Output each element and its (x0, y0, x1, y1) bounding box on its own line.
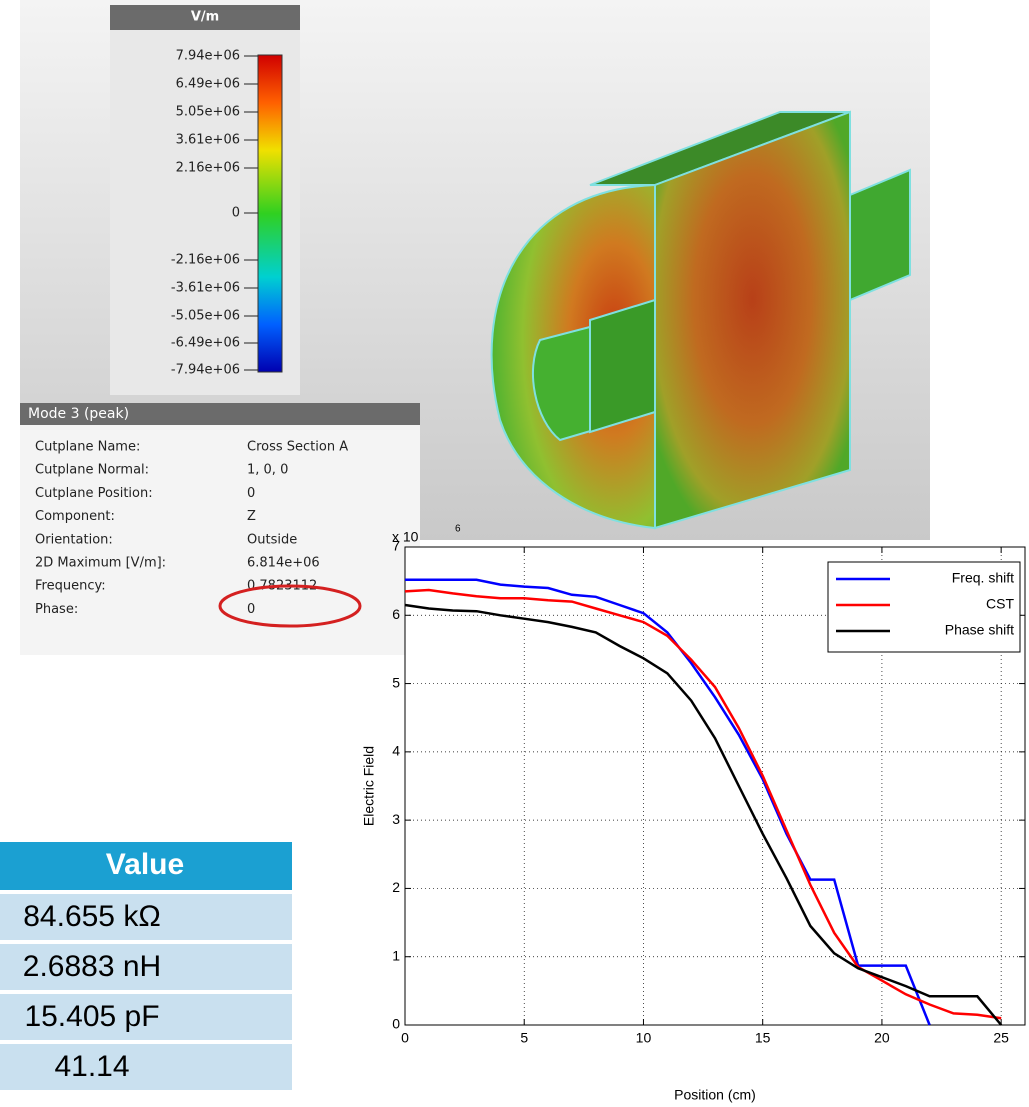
y-tick-label: 1 (392, 947, 400, 963)
colorbar-tick-label: -5.05e+06 (171, 309, 240, 324)
table-value: 2.6883 nH (23, 950, 161, 983)
screenshot: V/m 7.94e+06 6.49e+06 5.05e+06 3.61e+06 2.16… (0, 0, 1029, 1107)
x-tick-label: 10 (636, 1030, 652, 1046)
x-axis-label: Position (cm) (674, 1087, 756, 1103)
table-rows: 84.655 kΩ 2.6883 nH 15.405 pF 41.14 (0, 894, 292, 1090)
legend-label: Phase shift (945, 622, 1014, 638)
property-name: Phase: (35, 602, 78, 617)
x-tick-label: 15 (755, 1030, 771, 1046)
colorbar-tick-label: -7.94e+06 (171, 363, 240, 378)
legend-label: Freq. shift (952, 570, 1014, 586)
property-value: 6.814e+06 (247, 556, 320, 571)
property-name: Cutplane Normal: (35, 463, 149, 478)
x-tick-label: 20 (874, 1030, 890, 1046)
exponent-label: x 10 (392, 529, 419, 545)
table-value: 84.655 kΩ (23, 900, 161, 933)
table-header-text: Value (106, 848, 184, 881)
property-value: Cross Section A (247, 440, 348, 455)
y-tick-label: 0 (392, 1016, 400, 1032)
table-value: 41.14 (54, 1050, 129, 1083)
property-name: Cutplane Name: (35, 440, 140, 455)
table-cell (0, 1044, 292, 1090)
colorbar-tick-label: -6.49e+06 (171, 336, 240, 351)
colorbar-tick-label: 6.49e+06 (176, 77, 240, 92)
colorbar-tick-label: -3.61e+06 (171, 281, 240, 296)
colorbar-tick-label: 0 (232, 206, 240, 221)
y-tick-label: 5 (392, 674, 400, 690)
exponent: 6 (455, 524, 461, 535)
property-name: Component: (35, 509, 115, 524)
mode-title: Mode 3 (peak) (28, 406, 129, 422)
colorbar-tick-label: 3.61e+06 (176, 133, 240, 148)
table-value: 15.405 pF (24, 1000, 159, 1033)
x-tick-label: 5 (520, 1030, 528, 1046)
colorbar-tick-label: -2.16e+06 (171, 253, 240, 268)
colorbar (258, 55, 282, 372)
colorbar-tick-label: 7.94e+06 (176, 49, 240, 64)
y-axis-label: Electric Field (361, 746, 377, 826)
y-tick-label: 2 (392, 879, 400, 895)
colorbar-tick-label: 2.16e+06 (176, 161, 240, 176)
colorbar-tick-label: 5.05e+06 (176, 105, 240, 120)
property-name: 2D Maximum [V/m]: (35, 556, 166, 571)
property-name: Orientation: (35, 532, 113, 547)
property-value: Outside (247, 532, 297, 547)
property-name: Cutplane Position: (35, 486, 153, 501)
property-value: 1, 0, 0 (247, 463, 288, 478)
property-value: 0 (247, 602, 255, 617)
property-value: 0 (247, 486, 255, 501)
y-tick-label: 3 (392, 811, 400, 827)
x-tick-label: 0 (401, 1030, 409, 1046)
y-tick-label: 6 (392, 606, 400, 622)
colorbar-unit: V/m (191, 10, 219, 25)
page: V/m 7.94e+06 6.49e+06 5.05e+06 3.61e+06 2.16… (0, 0, 1029, 1107)
legend-label: CST (986, 596, 1014, 612)
property-name: Frequency: (35, 579, 106, 594)
property-value: Z (247, 509, 256, 524)
x-tick-label: 25 (993, 1030, 1009, 1046)
y-tick-label: 4 (392, 743, 400, 759)
